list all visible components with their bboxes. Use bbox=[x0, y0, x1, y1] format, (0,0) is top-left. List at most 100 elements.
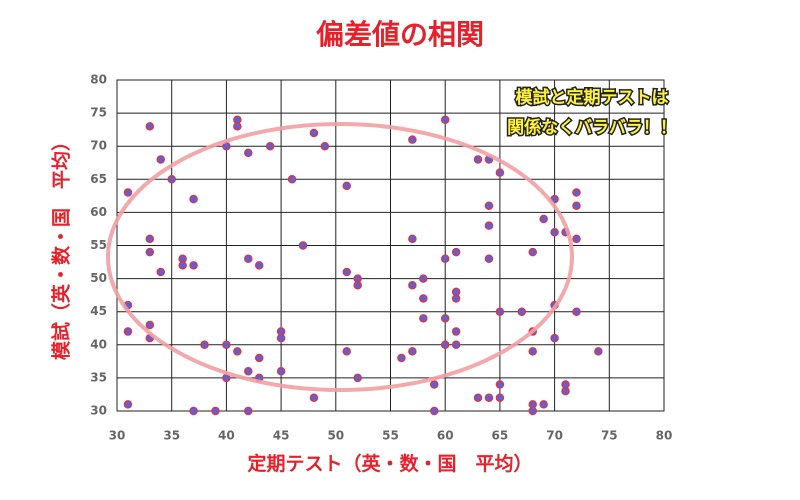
point bbox=[495, 307, 505, 316]
point bbox=[145, 234, 155, 244]
x-tick-label: 30 bbox=[109, 429, 126, 443]
point bbox=[342, 181, 351, 191]
y-tick-label: 75 bbox=[90, 106, 107, 120]
annotation: 関係なくバラバラ！！ bbox=[507, 117, 677, 138]
y-tick-label: 80 bbox=[90, 73, 107, 87]
point bbox=[484, 393, 494, 403]
x-tick-label: 80 bbox=[656, 429, 673, 443]
point bbox=[539, 400, 548, 409]
point bbox=[222, 340, 231, 350]
point bbox=[440, 340, 450, 350]
x-axis-label: 定期テスト（英・数・国 平均） bbox=[247, 452, 532, 475]
point bbox=[528, 247, 537, 257]
point bbox=[473, 155, 483, 164]
point bbox=[320, 141, 330, 151]
point bbox=[473, 393, 483, 403]
point bbox=[451, 247, 461, 257]
point bbox=[419, 274, 428, 283]
point bbox=[287, 175, 297, 184]
point bbox=[156, 267, 166, 277]
point bbox=[353, 280, 362, 290]
point bbox=[167, 175, 176, 184]
x-tick-label: 50 bbox=[327, 429, 344, 443]
x-tick-label: 45 bbox=[273, 429, 290, 443]
y-tick-label: 70 bbox=[90, 139, 107, 153]
point bbox=[309, 393, 319, 403]
chart-title: 偏差値の相関 bbox=[316, 18, 484, 51]
point bbox=[572, 307, 581, 316]
point bbox=[200, 340, 209, 350]
point bbox=[440, 115, 450, 124]
point bbox=[397, 353, 406, 363]
point bbox=[298, 241, 308, 250]
point bbox=[430, 406, 439, 416]
point bbox=[276, 333, 286, 343]
point bbox=[572, 201, 581, 211]
y-axis-label: 模試（英・数・国 平均） bbox=[50, 132, 73, 360]
point bbox=[484, 201, 494, 211]
point bbox=[145, 122, 155, 131]
point bbox=[451, 327, 461, 336]
point bbox=[408, 280, 417, 290]
x-tick-label: 40 bbox=[218, 429, 235, 443]
point bbox=[572, 234, 581, 244]
point bbox=[233, 347, 242, 356]
y-tick-label: 65 bbox=[90, 172, 107, 186]
point bbox=[342, 267, 351, 277]
point bbox=[550, 333, 559, 343]
point bbox=[189, 261, 198, 270]
point bbox=[550, 228, 559, 237]
point bbox=[123, 188, 133, 197]
x-tick-label: 65 bbox=[492, 429, 509, 443]
point bbox=[254, 261, 264, 270]
x-tick-label: 75 bbox=[601, 429, 618, 443]
point bbox=[572, 188, 581, 197]
y-tick-label: 55 bbox=[90, 238, 107, 252]
point bbox=[233, 122, 242, 131]
annotation: 模試と定期テストは bbox=[516, 87, 669, 108]
point bbox=[495, 380, 505, 389]
y-tick-label: 60 bbox=[90, 205, 107, 219]
point bbox=[244, 406, 253, 416]
point bbox=[451, 294, 461, 303]
point bbox=[430, 380, 439, 389]
point bbox=[123, 400, 133, 409]
point bbox=[189, 194, 198, 204]
y-tick-label: 45 bbox=[90, 304, 107, 318]
point bbox=[244, 367, 253, 376]
point bbox=[419, 294, 428, 303]
point bbox=[145, 320, 155, 330]
point bbox=[484, 254, 494, 263]
y-tick-label: 35 bbox=[90, 370, 107, 384]
point bbox=[440, 254, 450, 263]
point bbox=[451, 340, 461, 350]
point bbox=[517, 307, 527, 316]
x-tick-label: 55 bbox=[382, 429, 399, 443]
point bbox=[528, 347, 537, 356]
highlight-ellipse bbox=[106, 122, 574, 392]
point bbox=[408, 135, 417, 144]
point bbox=[353, 373, 362, 383]
point bbox=[440, 314, 450, 323]
x-tick-label: 70 bbox=[546, 429, 563, 443]
y-tick-label: 50 bbox=[90, 271, 107, 285]
x-tick-label: 60 bbox=[437, 429, 454, 443]
point bbox=[244, 254, 253, 263]
y-tick-label: 40 bbox=[90, 337, 107, 351]
point bbox=[211, 406, 220, 416]
point bbox=[276, 367, 286, 376]
point bbox=[156, 155, 166, 164]
y-tick-label: 30 bbox=[90, 404, 107, 418]
point bbox=[561, 386, 570, 396]
point bbox=[408, 347, 417, 356]
point bbox=[178, 261, 187, 270]
point bbox=[408, 234, 417, 244]
point bbox=[123, 327, 133, 336]
point bbox=[528, 406, 537, 416]
point bbox=[419, 314, 428, 323]
point bbox=[265, 141, 275, 151]
point bbox=[342, 347, 351, 356]
point bbox=[495, 168, 505, 177]
point bbox=[189, 406, 198, 416]
